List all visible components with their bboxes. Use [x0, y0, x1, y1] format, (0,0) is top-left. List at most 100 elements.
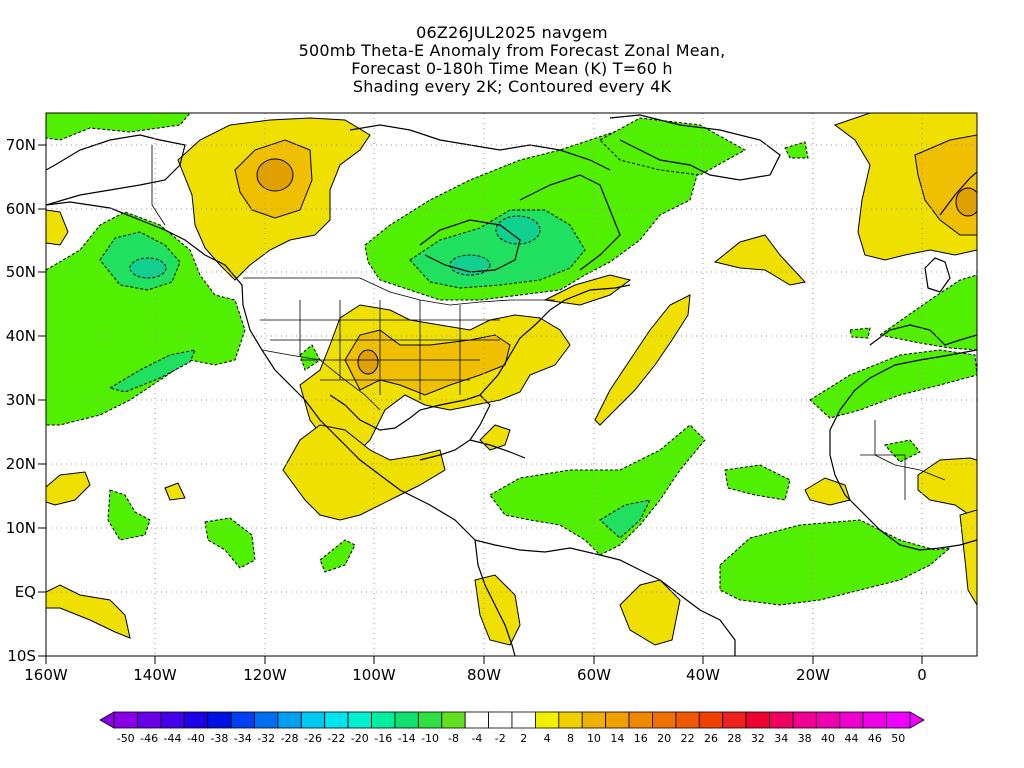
warm-anomaly-north-atlantic [713, 234, 806, 286]
political-borders [151, 145, 946, 500]
colorbar-label: 46 [868, 732, 882, 745]
border-alaska-canada [151, 145, 166, 226]
colorbar-swatch [628, 711, 653, 729]
colorbar-label: 28 [727, 732, 741, 745]
lon-labels: 160W 140W 120W 100W 80W 60W 40W 20W 0 [24, 666, 927, 684]
colorbar-label: -34 [234, 732, 252, 745]
map-title: 06Z26JUL2025 navgem 500mb Theta-E Anomal… [0, 24, 1024, 96]
lat-label-10s: 10S [7, 647, 36, 665]
colorbar-label: -20 [351, 732, 369, 745]
colorbar-swatch [535, 711, 560, 729]
lat-label-20n: 20N [6, 455, 36, 473]
colorbar-swatch [300, 711, 326, 729]
cold-anomaly-atlantic-tropics [489, 424, 706, 556]
lon-label-40w: 40W [686, 666, 720, 684]
colorbar-label: -8 [448, 732, 459, 745]
lon-label-120w: 120W [243, 666, 287, 684]
colorbar-swatch [417, 711, 443, 729]
colorbar-swatch [675, 711, 700, 729]
cold-anomaly-greenland-small [784, 141, 809, 159]
warm-anomaly-brazil [619, 579, 681, 646]
colorbar-swatch [230, 711, 255, 729]
axis-ticks [38, 144, 923, 664]
colorbar-swatch [488, 711, 513, 729]
lon-label-0: 0 [917, 666, 927, 684]
lat-label-eq: EQ [15, 583, 36, 601]
warm-peak-norway [955, 187, 977, 217]
colorbar-swatch [581, 711, 607, 729]
colorbar-swatch [722, 711, 747, 729]
coastline-south-america-west [474, 539, 516, 656]
colorbar-label: -14 [398, 732, 416, 745]
colorbar-swatch [511, 711, 536, 729]
colorbar: -50 -46 -44 -40 -38 -34 -32 -28 -26 -22 -20 -16 -14-… [99, 711, 925, 745]
warm-anomaly-newfoundland [543, 274, 632, 306]
colorbar-arrow-left [99, 711, 115, 729]
colorbar-swatch [183, 711, 209, 729]
lat-label-30n: 30N [6, 391, 36, 409]
graticule [46, 113, 977, 656]
colorbar-label: -2 [495, 732, 506, 745]
lat-label-10n: 10N [6, 519, 36, 537]
lon-label-80w: 80W [467, 666, 501, 684]
colorbar-label: -32 [257, 732, 275, 745]
coastline-greenland [609, 114, 781, 181]
colorbar-swatch [277, 711, 302, 729]
cold-anomaly-north-pacific [46, 211, 246, 426]
map-plot-area [46, 113, 977, 656]
coastline-alaska [46, 134, 186, 206]
cold-core-pacific-band [108, 349, 196, 393]
colorbar-swatch [324, 711, 349, 729]
us-state-lines [260, 300, 500, 400]
colorbar-label: -16 [374, 732, 392, 745]
colorbar-label: 40 [821, 732, 835, 745]
colorbar-label: -28 [281, 732, 299, 745]
coastline-hudson-bay [419, 219, 521, 273]
coastline-us-east [479, 284, 631, 396]
colorbar-label: 44 [844, 732, 858, 745]
warm-anomaly-west-coast [46, 209, 69, 246]
cold-anomaly-east-pacific-3 [319, 539, 356, 573]
coastline-africa-west [829, 349, 977, 551]
colorbar-label: 32 [751, 732, 765, 745]
warm-anomaly-pacific-small [164, 482, 186, 501]
colorbar-swatch [394, 711, 419, 729]
colorbar-arrow-right [909, 711, 925, 729]
colorbar-label: -44 [164, 732, 182, 745]
coastline-arctic-archipelago [349, 124, 611, 171]
warm-anomaly-hawaii [46, 471, 91, 506]
cold-anomaly-south-atlantic [719, 519, 952, 606]
colorbar-label: -26 [304, 732, 322, 745]
cold-peak-gulf-of-alaska [129, 257, 167, 279]
colorbar-label: 22 [681, 732, 695, 745]
colorbar-label: 34 [774, 732, 788, 745]
colorbar-swatch [815, 711, 841, 729]
lon-label-140w: 140W [133, 666, 177, 684]
colorbar-label: -40 [187, 732, 205, 745]
lat-label-60n: 60N [6, 200, 36, 218]
colorbar-label: 20 [657, 732, 671, 745]
warm-anomaly-east-pacific-eq [46, 584, 131, 639]
colorbar-swatch [113, 711, 138, 729]
title-line-2: 500mb Theta-E Anomaly from Forecast Zona… [298, 41, 726, 60]
colorbar-swatch [769, 711, 794, 729]
warm-core-southern-plains [344, 329, 511, 396]
cold-peak-hudson [449, 254, 491, 276]
colorbar-swatch [254, 711, 279, 729]
cold-anomaly-peaks [129, 215, 541, 279]
cold-anomaly-west-africa [724, 464, 791, 501]
colorbar-label: -22 [327, 732, 345, 745]
colorbar-label: 16 [634, 732, 648, 745]
border-africa-sahara [860, 420, 946, 500]
warm-anomaly-caribbean [479, 424, 511, 451]
cold-anomaly-north-africa [809, 349, 977, 419]
cold-anomaly-east-pacific-2 [107, 489, 151, 541]
colorbar-swatch [886, 711, 911, 729]
lon-label-20w: 20W [796, 666, 830, 684]
coastline-labrador [519, 174, 621, 271]
colorbar-swatch [207, 711, 232, 729]
colorbar-label: 8 [567, 732, 574, 745]
colorbar-label: -10 [421, 732, 439, 745]
warm-peak-colorado [357, 349, 379, 375]
